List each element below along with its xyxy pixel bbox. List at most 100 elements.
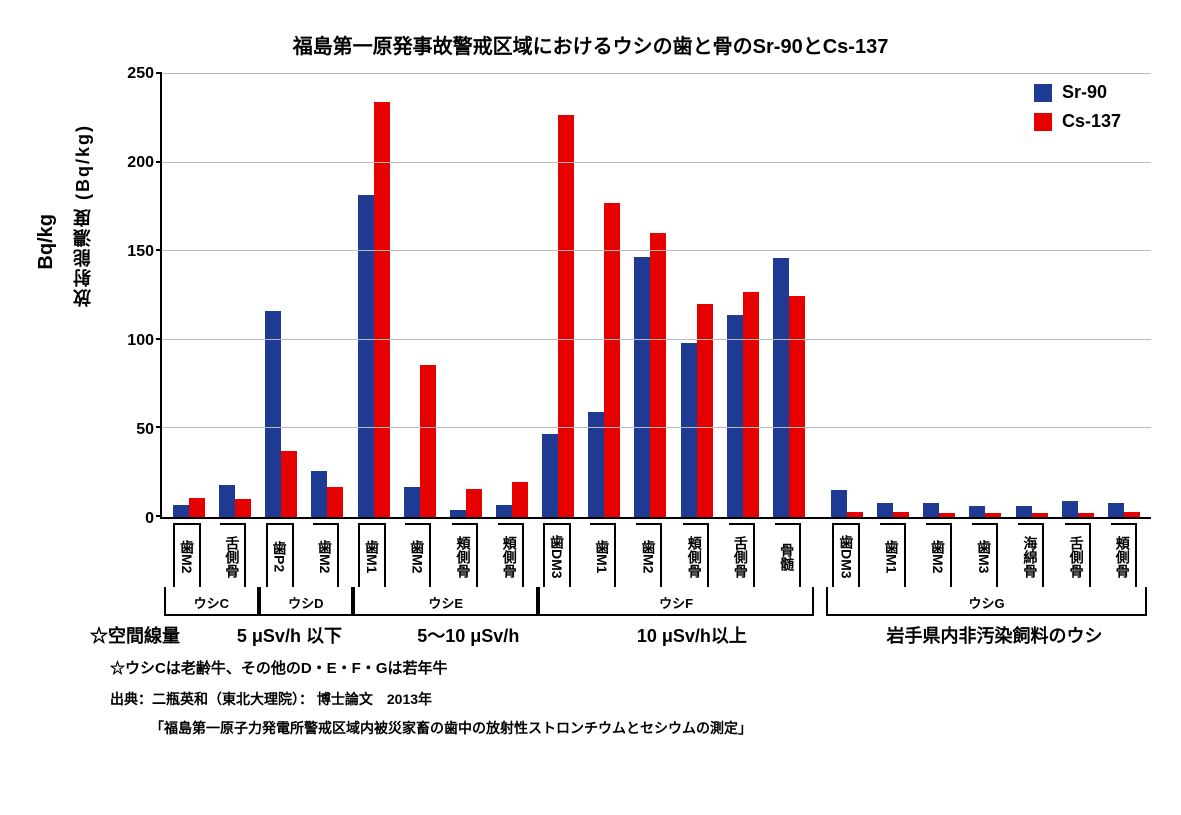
dose-cell: 5 μSv/h 以下: [200, 622, 379, 648]
x-tick-label: 歯M1: [358, 523, 386, 587]
bar-sr90: [265, 311, 281, 517]
bar-slot: [581, 74, 627, 517]
x-tick-label: 舌側骨: [729, 523, 755, 587]
bar-sr90: [404, 487, 420, 517]
outer-y-unit: Bq/kg: [35, 214, 58, 270]
bar-slot: [166, 74, 212, 517]
bar-slot: [304, 74, 350, 517]
dose-cell: 5〜10 μSv/h: [379, 622, 558, 648]
bar-sr90: [969, 506, 985, 517]
bar-cs137: [697, 304, 713, 517]
source-line: 出典：二瓶英和（東北大理院）： 博士論文 2013年: [110, 689, 1151, 710]
x-tick-label: 舌側骨: [220, 523, 246, 587]
bar-sr90: [773, 258, 789, 517]
bar-slot: [489, 74, 535, 517]
x-tick-label: 歯P2: [266, 523, 294, 587]
x-tick-label: 頬側骨: [1111, 523, 1137, 587]
bar-cs137: [558, 115, 574, 517]
x-group-label: ウシC: [164, 587, 259, 616]
bar-cs137: [1032, 513, 1048, 517]
x-tick-label: 歯M1: [590, 523, 616, 587]
x-tick-label: 歯M3: [972, 523, 998, 587]
x-axis-groups: ウシCウシDウシEウシF ウシG: [160, 587, 1151, 616]
bar-sr90: [727, 315, 743, 517]
bar-sr90: [681, 343, 697, 517]
footnotes: ☆ウシCは老齢牛、その他のD・E・F・Gは若年牛 出典：二瓶英和（東北大理院）：…: [110, 658, 1151, 739]
x-axis-labels: 歯M2舌側骨歯P2歯M2歯M1歯M2頬側骨頬側骨歯DM3歯M1歯M2頬側骨舌側骨…: [160, 519, 1151, 587]
bar-cs137: [1078, 513, 1094, 517]
bar-cs137: [743, 292, 759, 517]
chart-title: 福島第一原発事故警戒区域におけるウシの歯と骨のSr-90とCs-137: [30, 30, 1151, 59]
x-tick-label: 頬側骨: [452, 523, 478, 587]
bar-cs137: [189, 498, 205, 517]
x-tick-label: 歯DM3: [832, 523, 860, 587]
x-tick-label: 舌側骨: [1065, 523, 1091, 587]
bar-cs137: [512, 482, 528, 517]
chart-area: Bq/kg 放射能濃度 (Bq/kg) 050100150200250 Sr-9…: [70, 74, 1151, 519]
bar-cs137: [327, 487, 343, 517]
bar-sr90: [173, 505, 189, 517]
bar-slot: [258, 74, 304, 517]
legend-swatch: [1034, 113, 1052, 131]
bar-slot: [720, 74, 766, 517]
y-tick: 0: [114, 510, 154, 528]
bar-cs137: [235, 499, 251, 517]
x-tick-label: 歯M2: [926, 523, 952, 587]
bar-cs137: [374, 102, 390, 517]
plot-region: Sr-90 Cs-137: [160, 74, 1151, 519]
x-group-label: ウシF: [538, 587, 814, 616]
bar-cs137: [985, 513, 1001, 517]
bar-slot: [627, 74, 673, 517]
bar-slot: [674, 74, 720, 517]
bar-sr90: [358, 195, 374, 518]
bar-cs137: [939, 513, 955, 517]
bar-slot: [824, 74, 870, 517]
bar-slot: [962, 74, 1008, 517]
legend-item: Cs-137: [1034, 111, 1121, 132]
legend-swatch: [1034, 84, 1052, 102]
x-tick-label: 歯M1: [880, 523, 906, 587]
dose-cell: 岩手県内非汚染飼料のウシ: [838, 622, 1151, 648]
bar-cs137: [1124, 512, 1140, 517]
x-tick-label: 海綿骨: [1018, 523, 1044, 587]
legend-item: Sr-90: [1034, 82, 1121, 103]
bar-cs137: [789, 296, 805, 518]
bar-sr90: [311, 471, 327, 517]
bar-sr90: [219, 485, 235, 517]
bar-slot: [351, 74, 397, 517]
bar-sr90: [542, 434, 558, 517]
legend: Sr-90 Cs-137: [1034, 82, 1121, 132]
y-tick: 250: [114, 65, 154, 83]
bar-cs137: [847, 512, 863, 517]
y-tick: 200: [114, 154, 154, 172]
x-tick-label: 頬側骨: [683, 523, 709, 587]
bar-slot: [443, 74, 489, 517]
y-axis: 放射能濃度 (Bq/kg) 050100150200250: [70, 74, 160, 519]
bar-sr90: [1108, 503, 1124, 517]
dose-heading: ☆空間線量: [90, 622, 200, 648]
bar-cs137: [420, 365, 436, 517]
x-group-label: ウシG: [826, 587, 1147, 616]
bar-slot: [1009, 74, 1055, 517]
bar-cs137: [893, 512, 909, 517]
y-tick: 150: [114, 243, 154, 261]
bar-slot: [916, 74, 962, 517]
x-tick-label: 歯M2: [313, 523, 339, 587]
bar-sr90: [496, 505, 512, 517]
bar-sr90: [1062, 501, 1078, 517]
bar-sr90: [1016, 506, 1032, 517]
bar-sr90: [634, 257, 650, 517]
x-tick-label: 歯M2: [405, 523, 431, 587]
bar-slot: [397, 74, 443, 517]
bar-slot: [766, 74, 812, 517]
x-tick-label: 歯M2: [636, 523, 662, 587]
bar-slot: [212, 74, 258, 517]
x-tick-label: 骨髄: [775, 523, 801, 587]
note-age: ☆ウシCは老齢牛、その他のD・E・F・Gは若年牛: [110, 658, 1151, 681]
x-group-label: ウシE: [353, 587, 538, 616]
x-tick-label: 歯DM3: [543, 523, 571, 587]
dose-row: ☆空間線量 5 μSv/h 以下5〜10 μSv/h10 μSv/h以上岩手県内…: [90, 622, 1151, 648]
x-group-label: ウシD: [259, 587, 354, 616]
bar-sr90: [923, 503, 939, 517]
bar-slot: [870, 74, 916, 517]
